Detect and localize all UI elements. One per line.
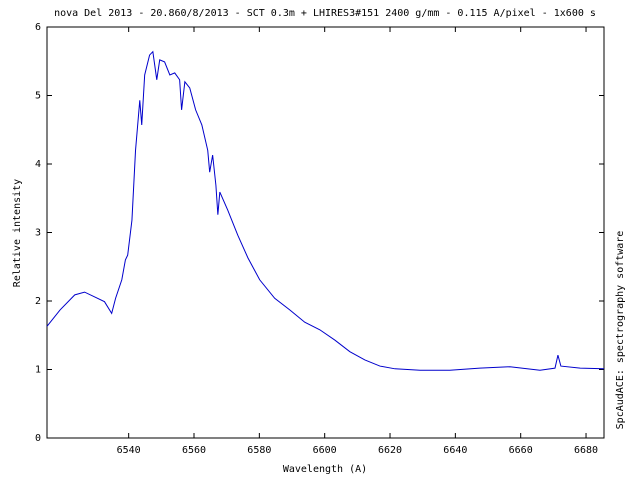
y-tick-label: 0 [35,433,41,444]
spectrum-line [46,50,605,371]
x-tick-label: 6580 [247,445,271,456]
x-axis-label: Wavelength (A) [283,464,367,475]
x-tick-label: 6560 [182,445,206,456]
y-tick-label: 1 [35,365,41,376]
x-tick-label: 6640 [443,445,467,456]
x-tick-label: 6540 [117,445,141,456]
software-annotation: SpcAudACE: spectrography software [615,231,626,430]
x-tick-label: 6660 [509,445,533,456]
x-tick-label: 6620 [378,445,402,456]
x-tick-label: 6680 [574,445,598,456]
chart-title: nova Del 2013 - 20.860/8/2013 - SCT 0.3m… [54,8,596,19]
y-tick-label: 4 [35,159,41,170]
y-tick-label: 2 [35,296,41,307]
y-tick-label: 5 [35,91,41,102]
x-tick-label: 6600 [313,445,337,456]
y-tick-label: 6 [35,22,41,33]
y-axis-label: Relative intensity [12,179,23,287]
y-tick-label: 3 [35,228,41,239]
